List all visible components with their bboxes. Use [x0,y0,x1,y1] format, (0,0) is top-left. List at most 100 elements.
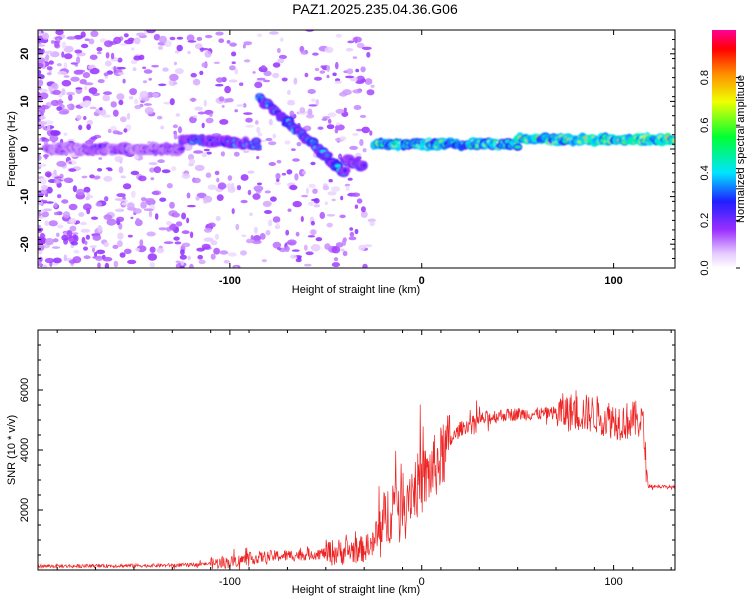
noise-blob [314,76,322,81]
noise-blob [53,202,58,208]
top-y-tick-label: -10 [19,189,31,205]
noise-blob [290,254,297,259]
noise-blob [203,148,210,152]
noise-blob [199,70,204,76]
ridge-core [343,168,347,173]
noise-blob [85,100,92,106]
noise-blob [194,43,203,50]
noise-blob [335,122,341,126]
noise-blob [186,217,190,224]
noise-blob [292,200,302,208]
noise-blob [160,125,165,130]
noise-blob [189,263,194,268]
noise-blob [349,227,354,231]
noise-blob [243,112,253,115]
noise-blob [215,31,224,36]
noise-blob [306,113,315,119]
noise-blob [75,87,83,90]
noise-blob [340,195,344,201]
noise-blob [74,49,83,54]
noise-blob [221,104,225,108]
noise-blob [54,178,61,184]
noise-blob [186,192,191,199]
noise-blob [46,124,51,131]
bottom-x-tick-label: 0 [419,576,425,588]
noise-blob [80,221,87,226]
snr-plot-area [38,390,675,570]
noise-blob [180,260,184,266]
noise-blob [121,202,129,206]
top-ylabel: Frequency (Hz) [6,111,18,187]
noise-blob [354,228,359,235]
noise-blob [104,262,110,268]
noise-blob [107,168,113,172]
noise-blob [50,40,55,44]
noise-blob [57,194,62,199]
noise-blob [265,230,271,236]
noise-blob [245,124,254,128]
noise-blob [39,115,46,120]
noise-blob [327,112,337,118]
colorbar-tick-label: 0.0 [699,260,711,275]
noise-blob [86,124,91,130]
noise-blob [284,245,290,252]
noise-blob [84,85,88,91]
noise-blob [97,168,103,172]
noise-blob [86,119,94,126]
noise-blob [169,223,177,231]
bottom-x-tick-label: 100 [604,576,622,588]
ridge-halo [669,137,675,145]
noise-blob [38,74,45,80]
noise-blob [198,259,206,265]
noise-blob [102,256,113,262]
noise-blob [270,196,277,202]
noise-blob [76,188,85,196]
noise-blob [124,248,132,254]
noise-blob [118,99,124,106]
bottom-x-tick-label: -100 [219,576,241,588]
noise-blob [362,148,367,153]
noise-blob [97,51,102,55]
noise-blob [120,116,127,123]
noise-blob [166,183,173,189]
noise-blob [156,115,163,120]
noise-blob [126,202,135,210]
noise-blob [308,104,318,107]
noise-blob [364,78,373,85]
noise-blob [303,263,312,267]
noise-blob [292,158,300,162]
noise-blob [215,215,221,222]
noise-blob [205,117,214,124]
noise-blob [92,234,102,241]
noise-blob [225,98,234,103]
noise-blob [102,114,112,118]
noise-blob [277,47,281,54]
noise-blob [126,112,131,120]
noise-blob [252,71,256,74]
noise-blob [57,71,67,75]
noise-blob [225,183,233,189]
noise-blob [90,30,99,37]
noise-blob [41,184,49,191]
noise-blob [96,249,106,255]
noise-blob [304,72,309,78]
noise-blob [98,157,103,160]
noise-blob [275,173,281,180]
noise-blob [339,136,347,141]
noise-blob [68,168,77,172]
noise-blob [224,85,232,94]
noise-blob [130,59,138,65]
noise-blob [122,78,126,84]
noise-blob [339,214,346,219]
noise-blob [39,88,48,93]
noise-blob [256,156,260,160]
noise-blob [253,226,258,234]
noise-blob [189,231,194,239]
noise-blob [352,133,359,136]
noise-blob [269,31,279,35]
noise-blob [162,67,169,72]
noise-blob [72,185,77,193]
noise-blob [263,70,272,77]
noise-blob [96,47,103,52]
noise-blob [38,37,42,43]
